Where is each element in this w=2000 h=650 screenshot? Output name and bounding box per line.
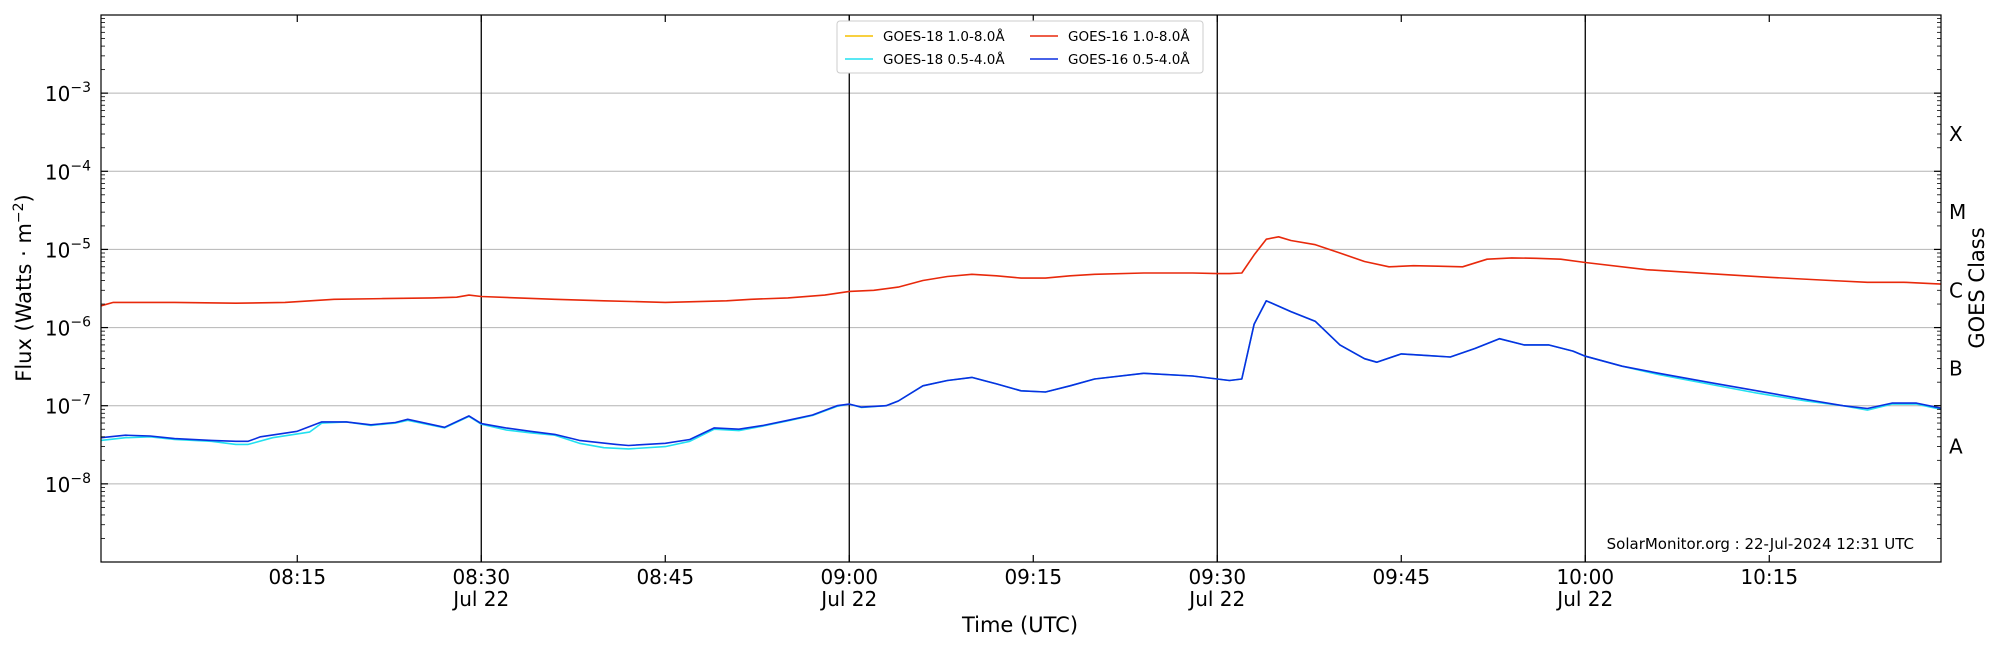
- x-tick-label: 08:15: [268, 565, 326, 589]
- x-tick-date-label: Jul 22: [1555, 587, 1613, 611]
- goes-class-label: A: [1949, 435, 1963, 459]
- y-tick-label: 10−8: [45, 471, 91, 497]
- goes-class-label: X: [1949, 122, 1963, 146]
- credit-text: SolarMonitor.org : 22-Jul-2024 12:31 UTC: [1607, 535, 1914, 553]
- x-tick-date-label: Jul 22: [451, 587, 509, 611]
- series-layer: [100, 236, 1942, 450]
- goes-class-label: M: [1949, 200, 1966, 224]
- legend-items: GOES-18 1.0-8.0Å GOES-18 0.5-4.0Å GOES-16 …: [845, 28, 1190, 68]
- y-tick-label: 10−6: [45, 315, 91, 341]
- x-tick-label: 10:15: [1740, 565, 1798, 589]
- x-tick-date-label: Jul 22: [819, 587, 877, 611]
- x-tick-label: 09:45: [1372, 565, 1430, 589]
- y-axis-label: Flux (Watts · m−2): [11, 194, 36, 382]
- y-tick-label: 10−4: [45, 158, 91, 184]
- goes-class-label: C: [1949, 278, 1963, 302]
- y2-axis-label: GOES Class: [1965, 227, 1989, 348]
- x-tick-label: 09:30: [1188, 565, 1246, 589]
- y-tick-label: 10−3: [45, 80, 91, 106]
- x-tick-label: 09:15: [1004, 565, 1062, 589]
- legend-label: GOES-18 1.0-8.0Å: [883, 28, 1005, 45]
- legend-label: GOES-16 1.0-8.0Å: [1068, 28, 1190, 45]
- series-line: [100, 236, 1942, 307]
- x-tick-label: 09:00: [820, 565, 878, 589]
- legend-label: GOES-16 0.5-4.0Å: [1068, 51, 1190, 68]
- y-tick-label: 10−5: [45, 236, 91, 262]
- x-tick-label: 08:30: [452, 565, 510, 589]
- x-tick-label: 08:45: [636, 565, 694, 589]
- goes-class-label: B: [1949, 356, 1963, 380]
- y-tick-label: 10−7: [45, 393, 91, 419]
- x-axis-label: Time (UTC): [961, 613, 1078, 637]
- grid-layer: [101, 92, 1941, 485]
- x-tick-date-label: Jul 22: [1187, 587, 1245, 611]
- legend-label: GOES-18 0.5-4.0Å: [883, 51, 1005, 68]
- series-line: [100, 299, 1942, 447]
- legend: GOES-18 1.0-8.0Å GOES-18 0.5-4.0Å GOES-16 …: [836, 20, 1204, 74]
- legend-box: [836, 20, 1204, 74]
- x-tick-label: 10:00: [1556, 565, 1614, 589]
- plot-frame: [100, 14, 1942, 563]
- vertical-marker-lines: [480, 15, 1586, 562]
